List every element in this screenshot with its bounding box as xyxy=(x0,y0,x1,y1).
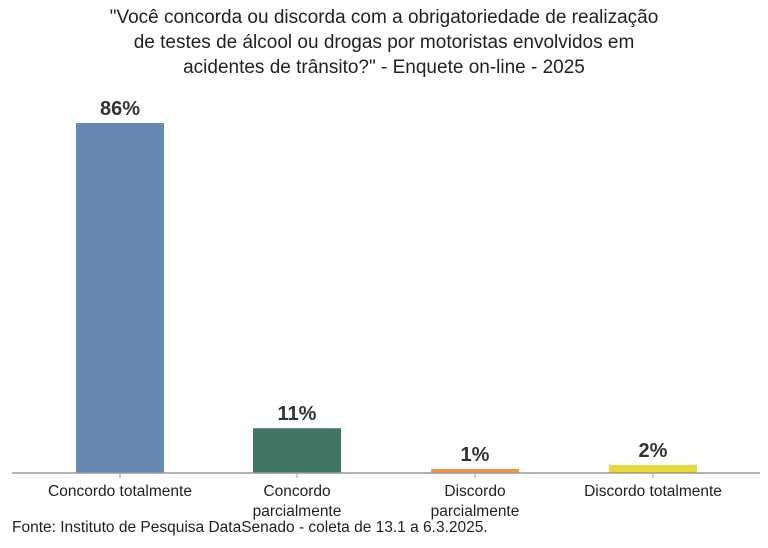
source-note: Fonte: Instituto de Pesquisa DataSenado … xyxy=(12,519,488,536)
bar xyxy=(76,123,164,473)
data-label: 2% xyxy=(639,440,668,462)
x-tick-label: parcialmente xyxy=(431,503,520,520)
chart-title: "Você concorda ou discorda com a obrigat… xyxy=(109,7,659,78)
data-label: 11% xyxy=(278,403,317,425)
x-tick-label: Concordo totalmente xyxy=(48,483,192,500)
x-tick-label: parcialmente xyxy=(253,503,342,520)
x-tick-label: Concordo xyxy=(263,483,330,500)
bar xyxy=(431,468,519,473)
x-tick-label: Discordo xyxy=(444,483,505,500)
bar xyxy=(609,464,697,473)
x-tick-label: Discordo totalmente xyxy=(584,483,722,500)
data-label: 86% xyxy=(100,98,140,120)
data-label: 1% xyxy=(461,444,490,466)
bar xyxy=(253,428,341,473)
